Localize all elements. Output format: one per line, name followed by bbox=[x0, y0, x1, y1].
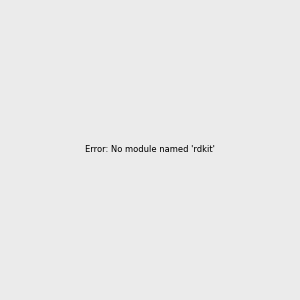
Text: Error: No module named 'rdkit': Error: No module named 'rdkit' bbox=[85, 146, 215, 154]
